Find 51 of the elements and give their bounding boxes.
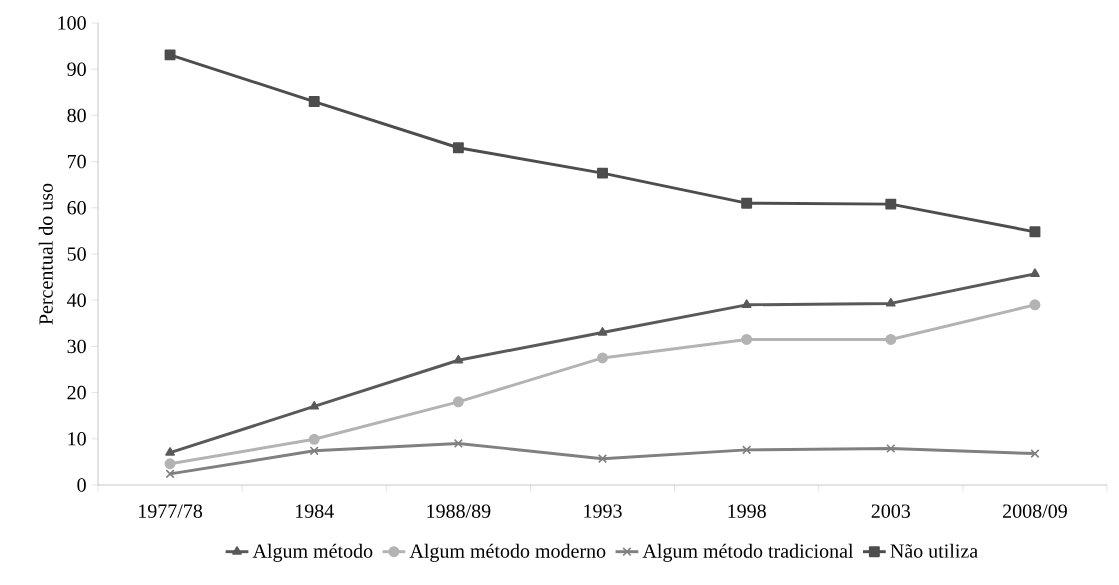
- point: [885, 334, 897, 345]
- point: [1030, 268, 1040, 277]
- point: [597, 327, 608, 336]
- point: [742, 445, 752, 455]
- y-tick-label: 60: [67, 201, 86, 215]
- y-tick-label: 50: [67, 247, 86, 261]
- point: [164, 49, 176, 61]
- y-tick-label: 90: [67, 62, 86, 76]
- x-tick-label: 1993: [584, 504, 622, 518]
- point: [165, 447, 175, 456]
- point: [165, 469, 175, 479]
- x-tick-label: 1984: [295, 504, 334, 518]
- legend-label: Não utiliza: [890, 543, 978, 558]
- x-tick-label: 2003: [871, 504, 911, 518]
- legend-label: Algum método moderno: [409, 543, 606, 562]
- point: [597, 167, 608, 179]
- point: [597, 352, 608, 364]
- point: [741, 334, 753, 345]
- point: [453, 438, 463, 448]
- y-tick-label: 80: [67, 108, 86, 123]
- y-axis-title: Percentual do uso: [38, 183, 53, 325]
- legend-label: Algum método tradicional: [642, 543, 854, 562]
- point: [308, 433, 320, 445]
- y-tick-label: 20: [67, 385, 86, 400]
- y-tick-label: 10: [68, 432, 86, 446]
- point: [452, 142, 464, 154]
- y-tick-label: 100: [58, 16, 86, 30]
- y-tick-label: 70: [67, 154, 86, 169]
- x-tick-label: 1998: [728, 504, 766, 518]
- point: [885, 198, 897, 210]
- point: [164, 458, 176, 470]
- legend-label: Algum método: [252, 543, 373, 562]
- point: [741, 197, 753, 209]
- point: [309, 400, 320, 410]
- y-tick-label: 30: [67, 339, 86, 354]
- point: [597, 454, 608, 464]
- point: [886, 443, 896, 454]
- point: [453, 354, 464, 364]
- x-tick-label: 1988/89: [427, 504, 491, 518]
- y-tick-label: 0: [77, 478, 86, 492]
- point: [309, 446, 319, 456]
- y-tick-label: 40: [67, 293, 86, 307]
- x-tick-label: 1977/78: [139, 504, 203, 518]
- point: [452, 396, 464, 408]
- point: [741, 299, 752, 308]
- point: [1029, 299, 1041, 311]
- point: [308, 96, 320, 107]
- point: [1030, 449, 1040, 459]
- point: [1029, 226, 1041, 238]
- point: [885, 297, 896, 307]
- x-tick-label: 2008/09: [1003, 504, 1067, 518]
